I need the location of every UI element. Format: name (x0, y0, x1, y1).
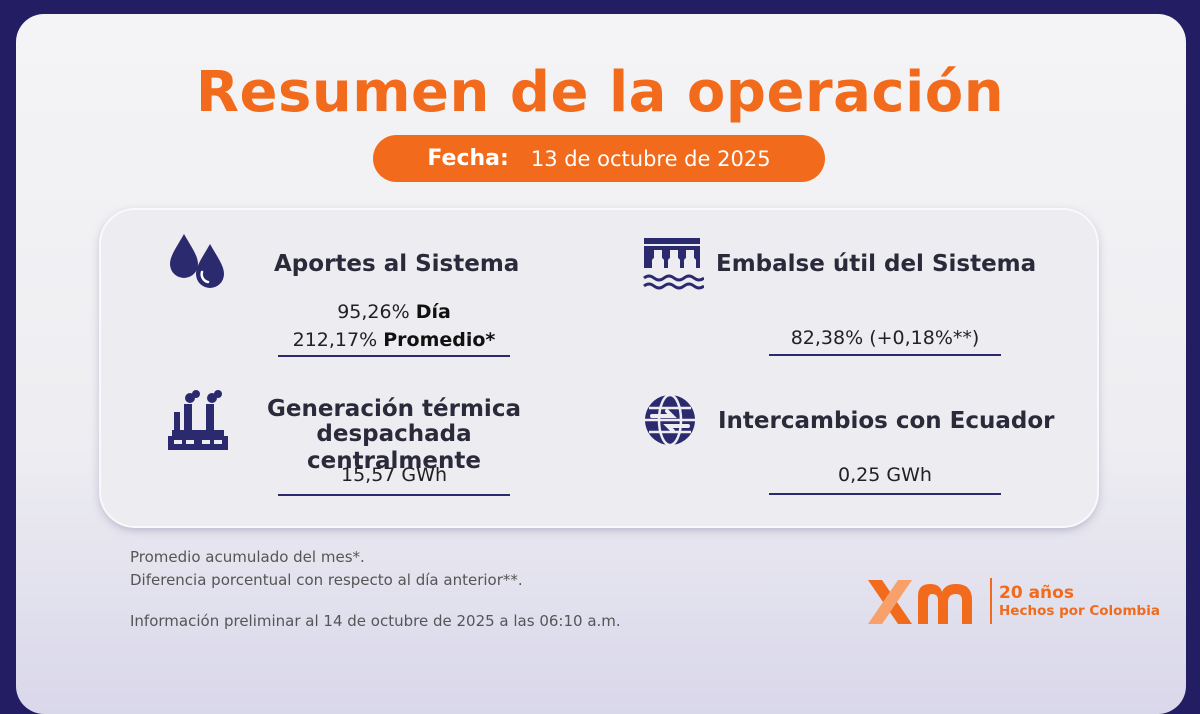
logo-tagline: Hechos por Colombia (999, 603, 1160, 619)
ecuador-heading: Intercambios con Ecuador (718, 408, 1055, 434)
aportes-avg-label: Promedio* (383, 329, 496, 351)
aportes-heading: Aportes al Sistema (274, 251, 520, 277)
logo-separator (990, 578, 992, 624)
termica-heading-1: Generación térmica (267, 396, 521, 422)
termica-value: 15,57 GWh (341, 464, 447, 486)
date-label: Fecha: (427, 146, 509, 171)
factory-icon (168, 390, 228, 450)
ecuador-underline (769, 493, 1001, 495)
aportes-avg: 212,17% Promedio* (278, 326, 510, 354)
water-drops-icon (170, 234, 224, 288)
date-value: 13 de octubre de 2025 (530, 146, 771, 171)
globe-exchange-icon (645, 393, 695, 447)
embalse-heading: Embalse útil del Sistema (716, 251, 1037, 277)
aportes-avg-value: 212,17% (292, 329, 378, 351)
logo-years: 20 años (999, 583, 1074, 603)
dam-icon (643, 238, 704, 290)
footnote-difference: Diferencia porcentual con respecto al dí… (130, 571, 523, 589)
embalse-value: 82,38% (+0,18%**) (790, 327, 980, 349)
footnote-average: Promedio acumulado del mes*. (130, 548, 365, 566)
termica-underline (278, 494, 510, 496)
page-title: Resumen de la operación (195, 60, 1005, 125)
ecuador-value: 0,25 GWh (838, 464, 932, 486)
aportes-day-value: 95,26% (337, 301, 410, 323)
xm-logo (868, 580, 972, 624)
termica-heading-2: despachada centralmente (307, 421, 481, 474)
embalse-underline (769, 354, 1001, 356)
aportes-day-label: Día (415, 301, 451, 323)
aportes-day: 95,26% Día (278, 298, 510, 326)
date-pill: Fecha: 13 de octubre de 2025 (373, 135, 825, 182)
summary-panel (101, 210, 1097, 526)
footnote-preliminary: Información preliminar al 14 de octubre … (130, 612, 621, 630)
aportes-underline (278, 355, 510, 357)
